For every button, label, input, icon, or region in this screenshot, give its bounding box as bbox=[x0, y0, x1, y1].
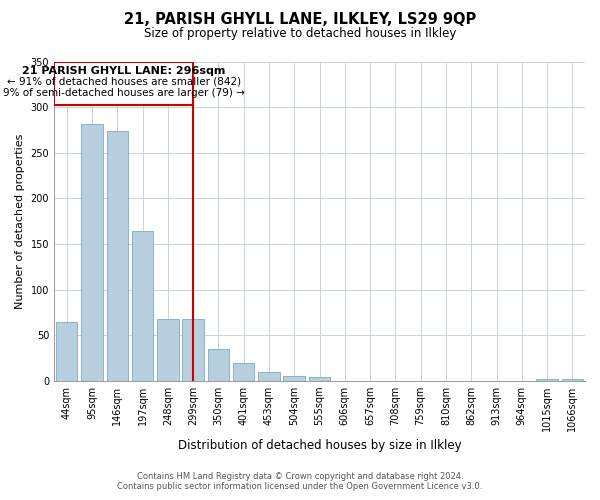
Text: ← 91% of detached houses are smaller (842): ← 91% of detached houses are smaller (84… bbox=[7, 76, 241, 86]
Bar bbox=[562, 379, 583, 381]
Bar bbox=[258, 372, 280, 381]
X-axis label: Distribution of detached houses by size in Ilkley: Distribution of detached houses by size … bbox=[178, 440, 461, 452]
Text: Size of property relative to detached houses in Ilkley: Size of property relative to detached ho… bbox=[144, 28, 456, 40]
Bar bbox=[309, 378, 330, 381]
FancyBboxPatch shape bbox=[54, 62, 193, 106]
Bar bbox=[157, 319, 179, 381]
Bar bbox=[283, 376, 305, 381]
Bar bbox=[536, 379, 558, 381]
Text: 9% of semi-detached houses are larger (79) →: 9% of semi-detached houses are larger (7… bbox=[2, 88, 245, 99]
Bar bbox=[81, 124, 103, 381]
Y-axis label: Number of detached properties: Number of detached properties bbox=[15, 134, 25, 309]
Bar bbox=[56, 322, 77, 381]
Bar bbox=[208, 349, 229, 381]
Bar bbox=[107, 131, 128, 381]
Text: 21, PARISH GHYLL LANE, ILKLEY, LS29 9QP: 21, PARISH GHYLL LANE, ILKLEY, LS29 9QP bbox=[124, 12, 476, 28]
Bar bbox=[182, 319, 204, 381]
Bar bbox=[132, 232, 153, 381]
Bar bbox=[233, 362, 254, 381]
Text: Contains HM Land Registry data © Crown copyright and database right 2024.
Contai: Contains HM Land Registry data © Crown c… bbox=[118, 472, 482, 491]
Text: 21 PARISH GHYLL LANE: 296sqm: 21 PARISH GHYLL LANE: 296sqm bbox=[22, 66, 225, 76]
